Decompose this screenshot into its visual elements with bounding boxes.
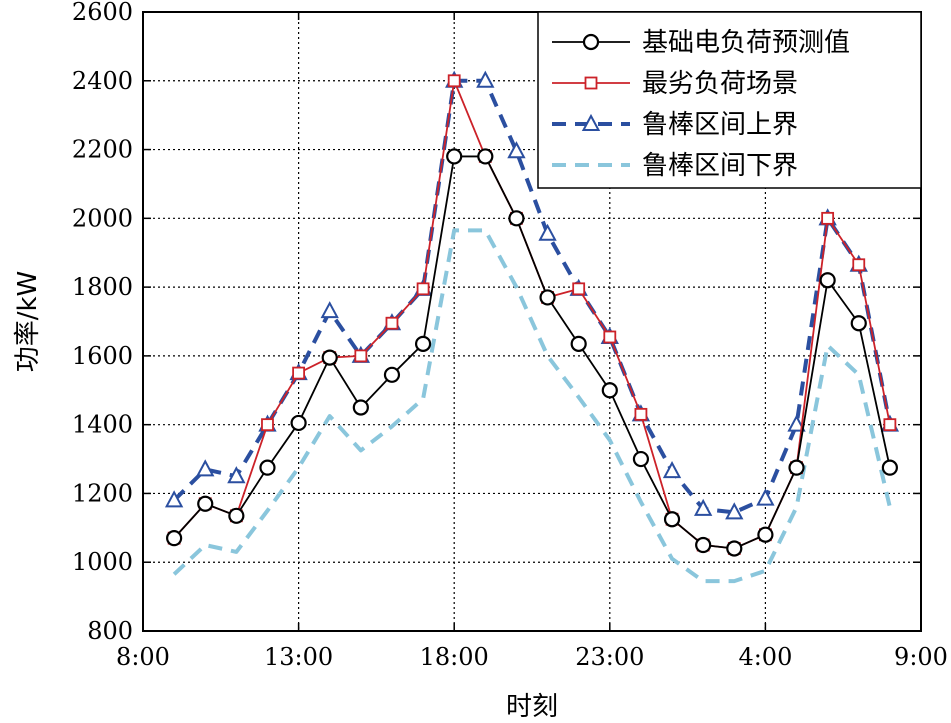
data-point <box>261 418 274 432</box>
data-point <box>354 349 368 363</box>
legend-item: 最劣负荷场景 <box>552 69 798 99</box>
legend-marker <box>581 113 601 131</box>
data-point <box>787 414 806 432</box>
x-tick-label: 13:00 <box>264 643 333 671</box>
series-3 <box>172 228 892 584</box>
data-point <box>883 418 897 432</box>
legend-label: 鲁棒区间下界 <box>642 151 798 181</box>
data-point <box>538 223 557 241</box>
data-point <box>321 349 338 366</box>
legend-label: 基础电负荷预测值 <box>642 28 850 58</box>
data-point <box>601 382 618 399</box>
data-point <box>756 488 775 506</box>
data-point <box>725 502 744 520</box>
data-point <box>166 530 183 547</box>
series-layer <box>164 70 900 584</box>
y-tick-label: 1200 <box>72 479 133 507</box>
data-point <box>227 466 246 484</box>
data-point <box>508 210 525 227</box>
data-point <box>385 316 399 330</box>
y-tick-label: 2000 <box>72 204 133 232</box>
data-point <box>852 258 866 272</box>
data-point <box>632 450 650 468</box>
data-point <box>572 282 586 296</box>
data-point <box>726 540 743 557</box>
x-tick-label: 23:00 <box>575 643 644 671</box>
data-point <box>196 459 215 477</box>
data-point <box>507 141 526 159</box>
data-point <box>228 507 245 524</box>
series-line <box>172 228 892 584</box>
legend-marker <box>584 76 598 90</box>
data-point <box>446 148 463 165</box>
legend-item: 鲁棒区间下界 <box>552 151 798 181</box>
plot-frame <box>142 11 922 632</box>
data-point <box>570 335 587 352</box>
y-axis-title: 功率/kW <box>13 271 43 373</box>
legend-marker <box>582 33 600 51</box>
data-point <box>164 490 184 508</box>
y-tick-label: 1800 <box>72 273 133 301</box>
data-point <box>320 301 339 319</box>
data-point <box>416 282 430 296</box>
y-tick-label: 1000 <box>72 548 133 576</box>
legend-item: 基础电负荷预测值 <box>552 28 850 58</box>
axis-ticks: 800 1000 1200 1400 1600 1800 2000 2200 2400 2600 8… <box>72 0 948 671</box>
data-point <box>663 511 681 528</box>
x-tick-label: 4:00 <box>738 643 792 671</box>
data-point <box>477 148 494 165</box>
data-point <box>352 399 369 416</box>
legend-label: 最劣负荷场景 <box>642 69 798 99</box>
data-point <box>788 459 805 476</box>
y-tick-label: 1600 <box>72 342 133 370</box>
data-point <box>292 366 306 380</box>
x-axis-title: 时刻 <box>506 692 558 722</box>
data-point <box>821 211 835 225</box>
data-point <box>290 414 307 432</box>
data-point <box>757 526 774 543</box>
y-tick-label: 1400 <box>72 411 133 439</box>
y-tick-label: 2400 <box>72 67 133 95</box>
data-point <box>662 460 682 479</box>
data-point <box>634 407 648 421</box>
data-point <box>603 330 617 344</box>
series-0 <box>166 148 898 557</box>
data-point <box>850 315 867 332</box>
data-point <box>414 335 432 352</box>
data-point <box>881 459 898 476</box>
x-tick-label: 18:00 <box>420 643 489 671</box>
data-point <box>197 495 214 512</box>
legend-label: 鲁棒区间上界 <box>642 110 798 140</box>
y-tick-label: 800 <box>87 617 133 645</box>
data-point <box>259 459 276 476</box>
data-point <box>476 70 495 88</box>
legend-item: 鲁棒区间上界 <box>552 110 798 140</box>
y-tick-label: 2200 <box>72 136 133 164</box>
x-tick-label: 9:00 <box>894 643 948 671</box>
series-line <box>173 155 891 550</box>
data-point <box>695 536 712 554</box>
x-tick-label: 8:00 <box>116 643 170 671</box>
y-tick-label: 2600 <box>72 0 133 26</box>
data-point <box>383 366 401 383</box>
data-point <box>447 74 461 88</box>
data-point <box>693 498 713 516</box>
data-point <box>819 272 836 289</box>
data-point <box>539 289 556 306</box>
